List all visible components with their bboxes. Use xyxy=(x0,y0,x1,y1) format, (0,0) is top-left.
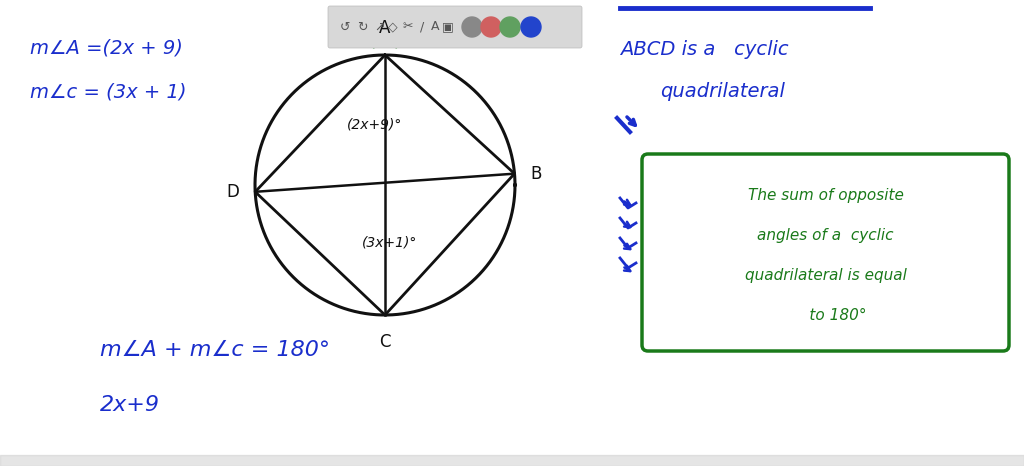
Text: m∠c = (3x + 1): m∠c = (3x + 1) xyxy=(30,82,186,101)
Text: ↺: ↺ xyxy=(340,21,350,34)
Text: ↗: ↗ xyxy=(374,21,384,34)
Text: C: C xyxy=(379,333,391,351)
Text: quadrilateral is equal: quadrilateral is equal xyxy=(744,268,906,283)
Text: /: / xyxy=(420,21,424,34)
Text: ABCD is a   cyclic: ABCD is a cyclic xyxy=(620,40,788,59)
Text: ✂: ✂ xyxy=(402,21,414,34)
FancyBboxPatch shape xyxy=(328,6,582,48)
Text: The sum of opposite: The sum of opposite xyxy=(748,188,903,203)
Circle shape xyxy=(521,17,541,37)
Text: m∠A + m∠c = 180°: m∠A + m∠c = 180° xyxy=(100,340,330,360)
Circle shape xyxy=(481,17,501,37)
Text: (3x+1)°: (3x+1)° xyxy=(362,236,418,250)
Text: 2x+9: 2x+9 xyxy=(100,395,160,415)
Circle shape xyxy=(500,17,520,37)
Text: A: A xyxy=(431,21,439,34)
Text: (2x+9)°: (2x+9)° xyxy=(347,118,402,132)
Text: ◇: ◇ xyxy=(388,21,397,34)
Text: A: A xyxy=(379,19,391,37)
Circle shape xyxy=(462,17,482,37)
Text: angles of a  cyclic: angles of a cyclic xyxy=(758,228,894,243)
Text: B: B xyxy=(530,164,542,183)
Text: ▣: ▣ xyxy=(442,21,454,34)
Text: D: D xyxy=(226,183,240,201)
Text: ↻: ↻ xyxy=(356,21,368,34)
Text: quadrilateral: quadrilateral xyxy=(660,82,784,101)
Text: to 180°: to 180° xyxy=(784,308,866,323)
Text: m∠A =(2x + 9): m∠A =(2x + 9) xyxy=(30,38,183,57)
